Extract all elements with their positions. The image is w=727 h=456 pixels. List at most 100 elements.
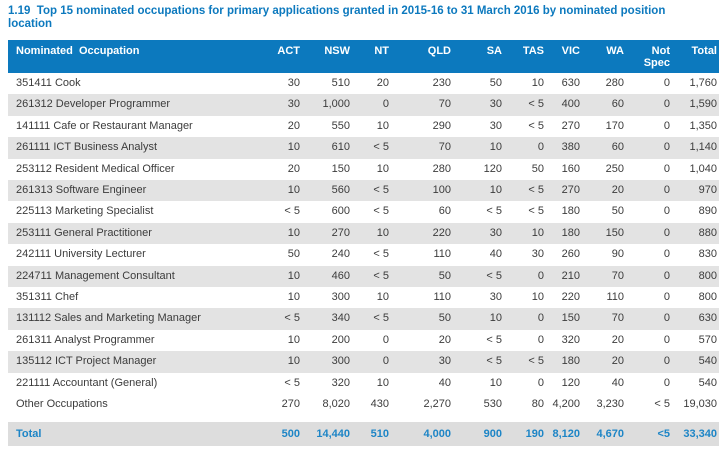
value-cell: 1,760: [689, 77, 717, 89]
value-cell: 10: [287, 141, 300, 154]
value-cell: 150: [561, 312, 580, 325]
value-cell: 10: [531, 226, 544, 239]
value-cell: 20: [611, 333, 624, 346]
table-row: 351311 Chef 10 300 10 110 30 10 220 110 0 800: [8, 287, 719, 308]
value-cell: 1,040: [689, 162, 717, 175]
table-body: 351411 Cook 30 510 20 230 50 10 630 280 0 1,760 261…: [8, 73, 719, 419]
value-cell: 30: [489, 119, 502, 132]
value-cell: 10: [376, 376, 389, 389]
value-cell: 30: [287, 98, 300, 111]
value-cell: 3,230: [596, 398, 624, 411]
value-cell: 1,350: [689, 119, 717, 132]
value-cell: 2,270: [423, 398, 451, 411]
table-row: 224711 Management Consultant 10 460 < 5 50 < …: [8, 265, 719, 288]
total-value-cell: 500: [260, 415, 302, 446]
table-row: Other Occupations 270 8,020 430 2,270 530 80 4,…: [8, 394, 719, 418]
value-cell: 10: [287, 333, 300, 346]
value-cell: 1,000: [322, 98, 350, 111]
value-cell: < 5: [373, 184, 389, 197]
value-cell: 100: [432, 184, 451, 197]
table-row: 261312 Developer Programmer 30 1,000 0 70 30 <…: [8, 94, 719, 116]
value-cell: < 5: [486, 333, 502, 346]
value-cell: 880: [698, 226, 717, 239]
total-value-cell: 4,000: [391, 415, 453, 446]
value-cell: 50: [438, 312, 451, 325]
value-cell: 0: [663, 205, 670, 218]
value-cell: 10: [489, 184, 502, 197]
value-cell: < 5: [528, 119, 544, 132]
value-cell: 300: [331, 291, 350, 304]
value-cell: 800: [698, 291, 717, 304]
value-cell: 540: [698, 355, 717, 368]
value-cell: 530: [483, 398, 502, 411]
value-cell: 540: [698, 376, 717, 389]
value-cell: 150: [605, 226, 624, 239]
value-cell: 570: [698, 333, 717, 346]
value-cell: 8,020: [322, 398, 350, 411]
value-cell: 0: [663, 119, 670, 132]
value-cell: < 5: [284, 376, 300, 389]
table-row: 135112 ICT Project Manager 10 300 0 30 < 5 < 5…: [8, 351, 719, 373]
value-cell: 630: [698, 312, 717, 325]
value-cell: < 5: [528, 205, 544, 218]
table-row: 253112 Resident Medical Officer 20 150 10 28…: [8, 159, 719, 180]
value-cell: 340: [331, 312, 350, 325]
value-cell: 80: [531, 398, 544, 411]
column-header-total: Total: [672, 40, 719, 73]
column-header-nominated-occupation: Nominated Occupation: [8, 40, 260, 73]
occupation-cell: 261311 Analyst Programmer: [16, 333, 155, 346]
value-cell: 0: [537, 269, 544, 282]
value-cell: 290: [432, 119, 451, 132]
column-header-not-spec: Not Spec: [626, 40, 672, 73]
value-cell: < 5: [486, 355, 502, 368]
value-cell: 40: [438, 376, 451, 389]
value-cell: 0: [663, 312, 670, 325]
value-cell: 270: [281, 398, 300, 411]
value-cell: 4,200: [552, 398, 580, 411]
value-cell: 0: [663, 248, 670, 261]
header-row: Nominated Occupation ACT NSW NT QLD SA TAS VIC W…: [8, 40, 719, 73]
value-cell: 0: [663, 226, 670, 239]
value-cell: 830: [698, 248, 717, 261]
total-value-cell: 8,120: [546, 415, 582, 446]
value-cell: 240: [331, 248, 350, 261]
total-value-cell: 900: [453, 415, 504, 446]
value-cell: 20: [611, 184, 624, 197]
value-cell: 60: [438, 205, 451, 218]
value-cell: 20: [287, 162, 300, 175]
value-cell: 120: [483, 162, 502, 175]
value-cell: < 5: [284, 312, 300, 325]
value-cell: 30: [438, 355, 451, 368]
value-cell: 210: [561, 269, 580, 282]
value-cell: 560: [331, 184, 350, 197]
report-page: 1.19 Top 15 nominated occupations for pr…: [8, 5, 719, 446]
value-cell: 50: [438, 269, 451, 282]
column-header-tas: TAS: [504, 40, 546, 73]
value-cell: < 5: [486, 269, 502, 282]
value-cell: 300: [331, 355, 350, 368]
total-row: Total 500 14,440 510 4,000 900 190 8,120 4,670 <5…: [8, 415, 719, 446]
occupation-cell: 242111 University Lecturer: [16, 248, 146, 261]
value-cell: 250: [605, 162, 624, 175]
value-cell: 90: [611, 248, 624, 261]
value-cell: 0: [663, 77, 670, 89]
value-cell: 60: [611, 98, 624, 111]
occupation-cell: 135112 ICT Project Manager: [16, 355, 157, 368]
value-cell: 10: [287, 291, 300, 304]
value-cell: 280: [432, 162, 451, 175]
column-header-act: ACT: [260, 40, 302, 73]
total-value-cell: 4,670: [582, 415, 626, 446]
occupations-table: Nominated Occupation ACT NSW NT QLD SA TAS VIC W…: [8, 40, 719, 446]
value-cell: 70: [611, 312, 624, 325]
table-row: 261111 ICT Business Analyst 10 610 < 5 70 10 0…: [8, 137, 719, 159]
table-row: 225113 Marketing Specialist < 5 600 < 5 60 < …: [8, 201, 719, 222]
value-cell: 1,590: [689, 98, 717, 111]
total-value-cell: <5: [626, 415, 672, 446]
value-cell: 0: [663, 376, 670, 389]
value-cell: < 5: [373, 269, 389, 282]
occupation-cell: 221111 Accountant (General): [16, 376, 158, 389]
value-cell: 0: [537, 312, 544, 325]
value-cell: 10: [376, 119, 389, 132]
table-footer: Total 500 14,440 510 4,000 900 190 8,120 4,670 <5…: [8, 415, 719, 446]
total-label-cell: Total: [8, 415, 260, 446]
